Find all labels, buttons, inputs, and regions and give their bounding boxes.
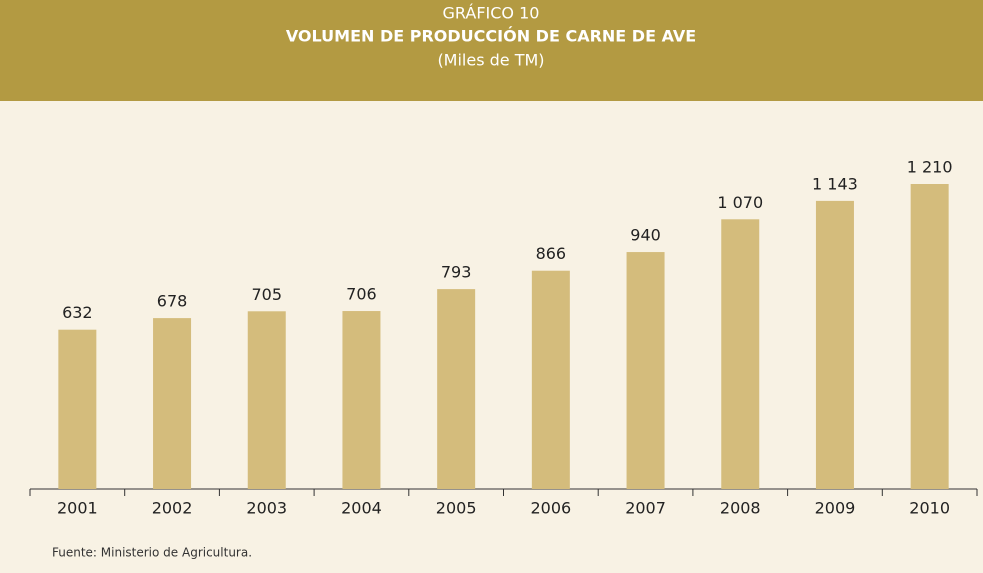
chart-title: GRÁFICO 10: [443, 4, 540, 23]
bar: [910, 184, 949, 489]
value-label: 866: [536, 244, 567, 263]
value-label: 1 210: [907, 158, 953, 177]
x-tick-label: 2002: [152, 499, 193, 518]
x-tick-label: 2001: [57, 499, 98, 518]
bar: [437, 289, 476, 489]
value-label: 632: [62, 303, 93, 322]
x-tick-label: 2004: [341, 499, 382, 518]
bar: [58, 329, 97, 489]
x-tick-label: 2010: [909, 499, 950, 518]
bar: [531, 270, 570, 489]
bar: [342, 311, 381, 489]
x-tick-label: 2005: [436, 499, 477, 518]
value-label: 940: [630, 226, 661, 245]
value-label: 706: [346, 285, 377, 304]
chart-subtitle: VOLUMEN DE PRODUCCIÓN DE CARNE DE AVE: [286, 27, 696, 46]
x-tick-label: 2006: [530, 499, 571, 518]
bar: [815, 200, 854, 489]
source-note: Fuente: Ministerio de Agricultura.: [52, 546, 252, 560]
value-label: 1 143: [812, 174, 858, 193]
unit-label: (Miles de TM): [437, 51, 544, 70]
bar: [153, 318, 192, 489]
x-tick-label: 2008: [720, 499, 761, 518]
x-tick-label: 2007: [625, 499, 666, 518]
value-label: 1 070: [717, 193, 763, 212]
value-label: 678: [157, 292, 188, 311]
value-label: 705: [251, 285, 282, 304]
bar: [721, 219, 760, 490]
bar: [247, 311, 286, 489]
bar: [626, 252, 665, 489]
value-label: 793: [441, 263, 472, 282]
x-tick-label: 2009: [815, 499, 856, 518]
x-tick-label: 2003: [246, 499, 287, 518]
header-band: [0, 0, 983, 101]
